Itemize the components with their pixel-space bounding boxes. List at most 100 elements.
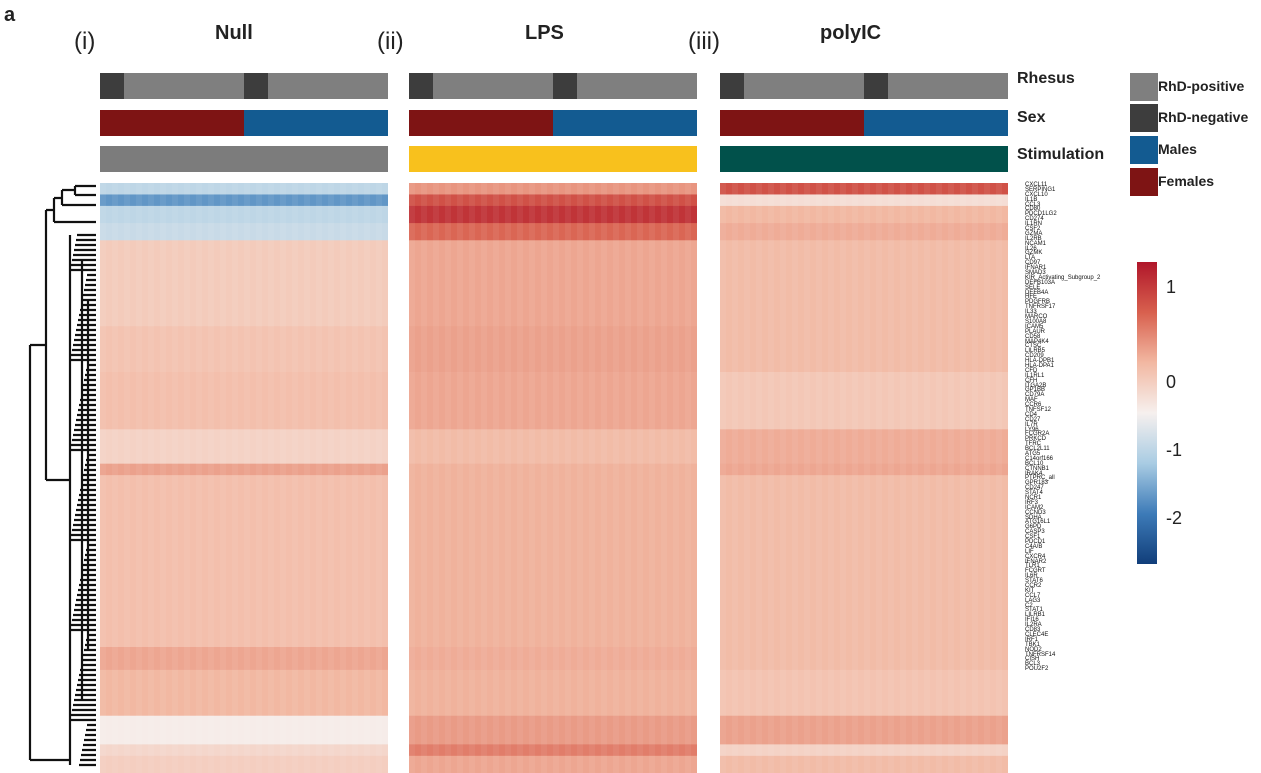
heatmap-block-null [100, 183, 388, 195]
heatmap-sample-stripe [553, 183, 559, 773]
gene-label: CFH [1025, 377, 1038, 384]
gene-label: CD27 [1025, 416, 1041, 423]
heatmap-sample-stripe [208, 183, 214, 773]
heatmap-block-lps [409, 240, 697, 327]
gene-label: ATG5 [1025, 450, 1041, 457]
sex-track-male-null [244, 110, 388, 136]
gene-label: CCL7 [1025, 592, 1041, 599]
gene-label: CCR2 [1025, 583, 1042, 590]
heatmap-block-null [100, 475, 388, 648]
gene-label: HLA-DPB1 [1025, 358, 1055, 365]
heatmap-sample-stripe [960, 183, 966, 773]
colorbar-tick-label: 0 [1166, 372, 1177, 392]
gene-label: CTNNB1 [1025, 465, 1050, 472]
heatmap-sample-stripe [720, 183, 726, 773]
heatmap-sample-stripe [136, 183, 142, 773]
heatmap-sample-stripe [732, 183, 738, 773]
heatmap-sample-stripe [376, 183, 382, 773]
heatmap-block-polyic [720, 715, 1008, 745]
legend-swatch-rhd-positive [1130, 73, 1158, 101]
heatmap-block-lps [409, 755, 697, 773]
heatmap-block-polyic [720, 744, 1008, 757]
rhesus-neg-segment [864, 73, 888, 99]
heatmap-sample-stripe [996, 183, 1002, 773]
track-label-sex: Sex [1017, 109, 1046, 126]
legend-label-rhd-positive: RhD-positive [1158, 78, 1245, 94]
gene-label: LAG3 [1025, 597, 1041, 604]
column-roman-null: (i) [74, 28, 96, 55]
heatmap-block-lps [409, 744, 697, 757]
track-label-rhesus: Rhesus [1017, 70, 1075, 87]
gene-label: IRF3 [1025, 499, 1039, 506]
gene-label: BCL10 [1025, 460, 1044, 467]
heatmap-block-lps [409, 646, 697, 671]
gene-label: ICAM2 [1025, 504, 1044, 511]
color-scale-bar [1137, 262, 1157, 564]
gene-label: KIR_Activating_Subgroup_2 [1025, 274, 1101, 281]
gene-label: CD274 [1025, 216, 1044, 223]
gene-label: CD4 [1025, 411, 1038, 418]
heatmap-sample-stripe [517, 183, 523, 773]
gene-label: TNFSF12 [1025, 406, 1052, 413]
gene-label: IFNAR2 [1025, 558, 1047, 565]
heatmap-sample-stripe [148, 183, 154, 773]
gene-label: IL1RN [1025, 221, 1043, 228]
heatmap-sample-stripe [852, 183, 858, 773]
legend-swatch-females [1130, 168, 1158, 196]
gene-label: GPR183 [1025, 480, 1049, 487]
gene-label: CCND3 [1025, 509, 1046, 516]
heatmap-sample-stripe [840, 183, 846, 773]
gene-label: PLAUR [1025, 328, 1046, 335]
heatmap-sample-stripe [469, 183, 475, 773]
stimulation-track-lps [409, 146, 697, 172]
heatmap-sample-stripe [900, 183, 906, 773]
gene-label: IL26 [1025, 245, 1037, 252]
heatmap-block-null [100, 669, 388, 717]
heatmap-sample-stripe [244, 183, 250, 773]
heatmap-sample-stripe [220, 183, 226, 773]
gene-label: HFE [1025, 294, 1037, 301]
heatmap-sample-stripe [792, 183, 798, 773]
heatmap-block-polyic [720, 223, 1008, 241]
heatmap-sample-stripe [232, 183, 238, 773]
sex-track-male-polyic [864, 110, 1008, 136]
column-roman-lps: (ii) [377, 28, 404, 55]
heatmap-sample-stripe [685, 183, 691, 773]
heatmap-block-lps [409, 183, 697, 195]
heatmap-sample-stripe [352, 183, 358, 773]
heatmap-sample-stripe [160, 183, 166, 773]
heatmap-block-lps [409, 326, 697, 373]
heatmap-block-null [100, 715, 388, 745]
gene-label: IL33 [1025, 309, 1037, 316]
heatmap-block-lps [409, 475, 697, 648]
gene-label: NCAM1 [1025, 240, 1047, 247]
gene-label: CXCL10 [1025, 191, 1048, 198]
gene-label: IRF1 [1025, 636, 1039, 643]
heatmap-sample-stripe [649, 183, 655, 773]
gene-label: CD247 [1025, 485, 1044, 492]
gene-label: C2 [1025, 602, 1033, 609]
gene-label: IL2RA [1025, 622, 1042, 629]
heatmap-block-polyic [720, 669, 1008, 717]
heatmap-block-lps [409, 715, 697, 745]
rhesus-neg-segment [720, 73, 744, 99]
heatmap-block-polyic [720, 372, 1008, 430]
gene-label: CD79A [1025, 392, 1045, 399]
gene-label: CSF1 [1025, 534, 1041, 541]
gene-label: CFD [1025, 367, 1038, 374]
heatmap-sample-stripe [256, 183, 262, 773]
heatmap-block-null [100, 429, 388, 465]
gene-label: STAT1 [1025, 607, 1043, 614]
gene-label: LY96 [1025, 426, 1039, 433]
gene-label: KIT [1025, 587, 1035, 594]
gene-label: G6PD [1025, 524, 1042, 531]
heatmap-sample-stripe [972, 183, 978, 773]
heatmap-sample-stripe [529, 183, 535, 773]
heatmap-sample-stripe [364, 183, 370, 773]
heatmap-sample-stripe [505, 183, 511, 773]
heatmap-sample-stripe [292, 183, 298, 773]
heatmap-block-lps [409, 669, 697, 717]
gene-label: C14orf166 [1025, 455, 1054, 462]
heatmap-sample-stripe [172, 183, 178, 773]
heatmap-sample-stripe [768, 183, 774, 773]
